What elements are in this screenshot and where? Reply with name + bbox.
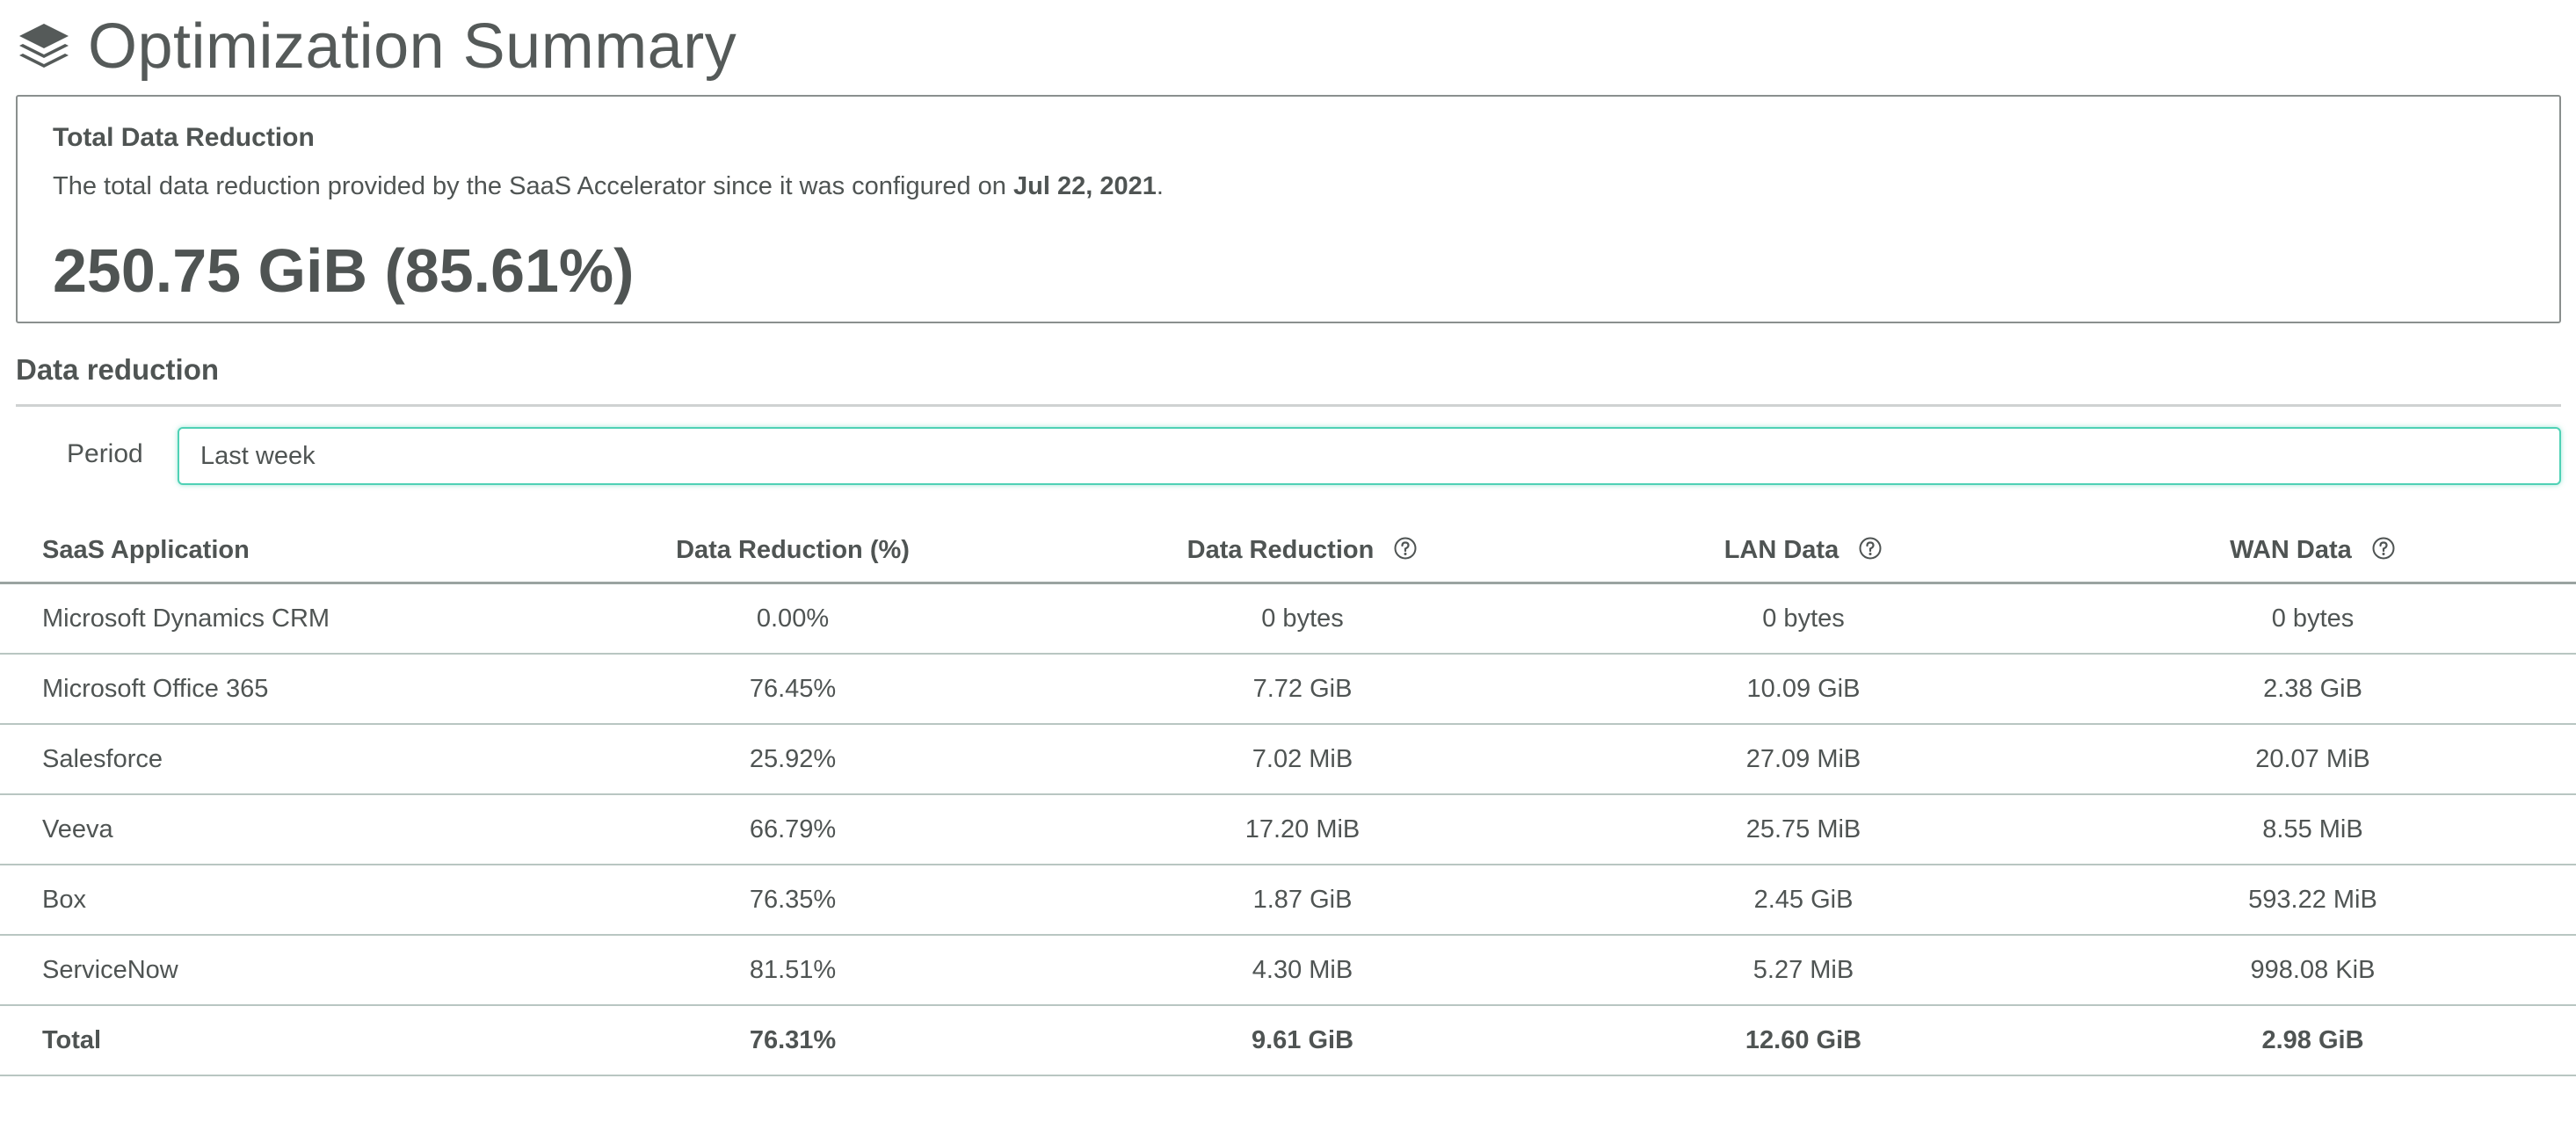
table-row: Salesforce 25.92% 7.02 MiB 27.09 MiB 20.… [0, 724, 2576, 795]
total-reduction-value: 250.75 GiB (85.61%) [53, 236, 635, 305]
table-row: Microsoft Dynamics CRM 0.00% 0 bytes 0 b… [0, 583, 2576, 655]
summary-title: Total Data Reduction [53, 123, 315, 152]
help-icon[interactable] [2371, 536, 2396, 561]
column-header-lan-data[interactable]: LAN Data [1557, 518, 2050, 584]
table-row: Box 76.35% 1.87 GiB 2.45 GiB 593.22 MiB [0, 865, 2576, 936]
reduction-percent: 25.92% [538, 724, 1048, 795]
data-reduction: 0 bytes [1048, 583, 1557, 655]
lan-data: 10.09 GiB [1557, 654, 2050, 725]
data-reduction: 4.30 MiB [1048, 935, 1557, 1006]
wan-data: 593.22 MiB [2050, 865, 2576, 936]
summary-description-text: The total data reduction provided by the… [53, 172, 1013, 200]
reduction-percent: 81.51% [538, 935, 1048, 1006]
application-name: ServiceNow [0, 935, 538, 1006]
total-data-reduction-card: Total Data Reduction The total data redu… [16, 95, 2561, 323]
column-header-data-reduction[interactable]: Data Reduction [1048, 518, 1557, 584]
section-title: Data reduction [16, 353, 220, 386]
wan-data: 8.55 MiB [2050, 794, 2576, 865]
reduction-percent: 76.45% [538, 654, 1048, 725]
column-header-reduction-percent[interactable]: Data Reduction (%) [538, 518, 1048, 584]
table-total-row: Total 76.31% 9.61 GiB 12.60 GiB 2.98 GiB [0, 1005, 2576, 1076]
total-label: Total [0, 1005, 538, 1076]
total-wan-data: 2.98 GiB [2050, 1005, 2576, 1076]
data-reduction: 7.72 GiB [1048, 654, 1557, 725]
layers-icon [19, 24, 69, 68]
total-lan-data: 12.60 GiB [1557, 1005, 2050, 1076]
application-name: Salesforce [0, 724, 538, 795]
lan-data: 2.45 GiB [1557, 865, 2050, 936]
table-row: Veeva 66.79% 17.20 MiB 25.75 MiB 8.55 Mi… [0, 794, 2576, 865]
application-name: Veeva [0, 794, 538, 865]
summary-description: The total data reduction provided by the… [53, 172, 1164, 201]
table-row: Microsoft Office 365 76.45% 7.72 GiB 10.… [0, 654, 2576, 725]
reduction-percent: 0.00% [538, 583, 1048, 655]
wan-data: 0 bytes [2050, 583, 2576, 655]
table-header-row: SaaS Application Data Reduction (%) Data… [0, 518, 2576, 584]
lan-data: 27.09 MiB [1557, 724, 2050, 795]
reduction-percent: 76.35% [538, 865, 1048, 936]
lan-data: 5.27 MiB [1557, 935, 2050, 1006]
lan-data: 0 bytes [1557, 583, 2050, 655]
page-title: Optimization Summary [88, 11, 737, 82]
section-divider [16, 404, 2561, 407]
table-row: ServiceNow 81.51% 4.30 MiB 5.27 MiB 998.… [0, 935, 2576, 1006]
period-select[interactable]: Last week [178, 427, 2561, 485]
lan-data: 25.75 MiB [1557, 794, 2050, 865]
page-header: Optimization Summary [16, 7, 737, 86]
application-name: Box [0, 865, 538, 936]
help-icon[interactable] [1858, 536, 1883, 561]
total-reduction-percent: 76.31% [538, 1005, 1048, 1076]
configured-date: Jul 22, 2021 [1012, 172, 1157, 200]
total-data-reduction: 9.61 GiB [1048, 1005, 1557, 1076]
column-header-application[interactable]: SaaS Application [0, 518, 538, 584]
reduction-percent: 66.79% [538, 794, 1048, 865]
data-reduction: 1.87 GiB [1048, 865, 1557, 936]
application-name: Microsoft Dynamics CRM [0, 583, 538, 655]
data-reduction-table: SaaS Application Data Reduction (%) Data… [0, 518, 2576, 1076]
wan-data: 2.38 GiB [2050, 654, 2576, 725]
data-reduction: 7.02 MiB [1048, 724, 1557, 795]
data-reduction: 17.20 MiB [1048, 794, 1557, 865]
summary-description-end: . [1156, 172, 1164, 200]
period-label: Period [67, 439, 143, 468]
wan-data: 998.08 KiB [2050, 935, 2576, 1006]
application-name: Microsoft Office 365 [0, 654, 538, 725]
column-header-wan-data[interactable]: WAN Data [2050, 518, 2576, 584]
help-icon[interactable] [1393, 536, 1418, 561]
wan-data: 20.07 MiB [2050, 724, 2576, 795]
